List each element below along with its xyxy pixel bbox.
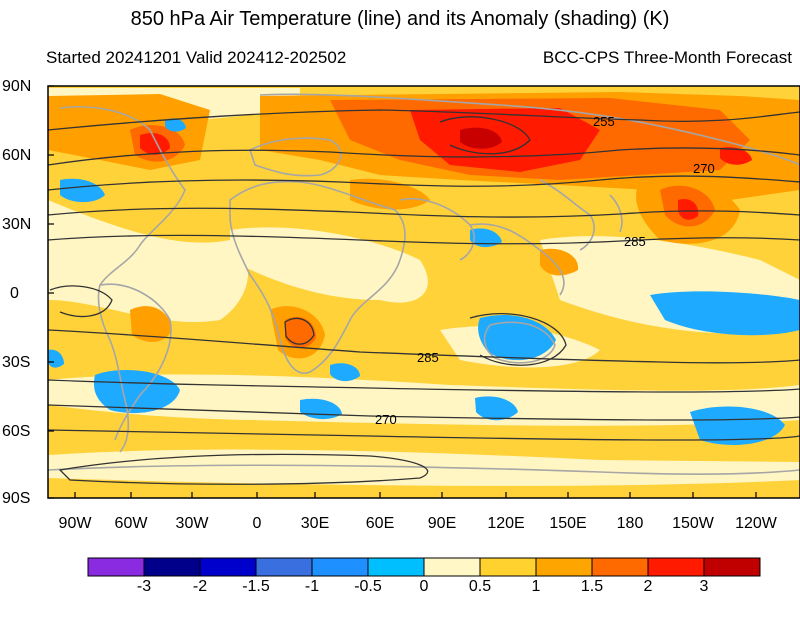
contour-label: 285	[624, 234, 646, 249]
colorbar-bin	[480, 558, 536, 576]
lat-label: 90S	[2, 490, 42, 508]
colorbar-label: 1	[516, 578, 556, 596]
colorbar-label: 1.5	[572, 578, 612, 596]
lat-label: 60S	[2, 423, 42, 441]
colorbar-bin	[704, 558, 760, 576]
colorbar-label: -3	[124, 578, 164, 596]
colorbar-label: 0.5	[460, 578, 500, 596]
colorbar-label: -0.5	[348, 578, 388, 596]
colorbar-label: 3	[684, 578, 724, 596]
contour-label: 270	[693, 161, 715, 176]
contour-label: 255	[593, 114, 615, 129]
colorbar-bin	[312, 558, 368, 576]
colorbar-bin	[536, 558, 592, 576]
anomaly-shading	[48, 86, 800, 498]
lon-label: 90E	[412, 515, 472, 533]
colorbar-bin	[368, 558, 424, 576]
colorbar-bin	[144, 558, 200, 576]
colorbar-label: 0	[404, 578, 444, 596]
lon-label: 150W	[663, 515, 723, 533]
colorbar-label: -2	[180, 578, 220, 596]
lon-label: 90W	[45, 515, 105, 533]
colorbar	[88, 558, 760, 576]
lon-label: 60E	[350, 515, 410, 533]
lon-label: 180	[600, 515, 660, 533]
colorbar-bin	[648, 558, 704, 576]
lat-label: 30N	[2, 216, 42, 234]
lon-label: 60W	[101, 515, 161, 533]
contour-label: 270	[375, 412, 397, 427]
lon-label: 30W	[162, 515, 222, 533]
contour-label: 285	[417, 350, 439, 365]
colorbar-bin	[200, 558, 256, 576]
colorbar-label: -1.5	[236, 578, 276, 596]
lat-label: 90N	[2, 78, 42, 96]
lon-label: 0	[227, 515, 287, 533]
lon-label: 120W	[726, 515, 786, 533]
lat-label: 0	[10, 285, 50, 303]
lon-label: 150E	[538, 515, 598, 533]
colorbar-bin	[424, 558, 480, 576]
colorbar-label: 2	[628, 578, 668, 596]
lon-label: 120E	[476, 515, 536, 533]
colorbar-bin	[88, 558, 144, 576]
colorbar-bin	[256, 558, 312, 576]
lat-label: 60N	[2, 147, 42, 165]
lat-label: 30S	[2, 354, 42, 372]
colorbar-label: -1	[292, 578, 332, 596]
colorbar-bin	[592, 558, 648, 576]
lon-label: 30E	[285, 515, 345, 533]
